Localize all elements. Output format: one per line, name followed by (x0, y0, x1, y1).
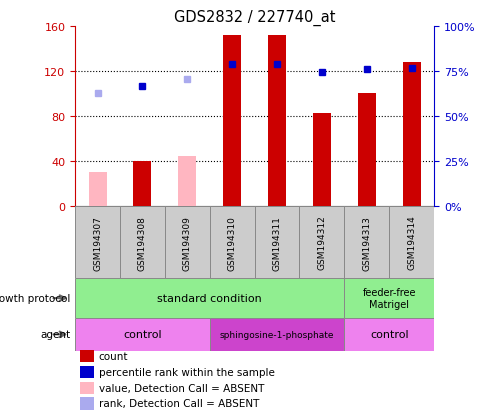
Text: percentile rank within the sample: percentile rank within the sample (98, 367, 274, 377)
Bar (80, 382, 94, 394)
Bar (89, 173, 106, 206)
Bar (357, 94, 375, 206)
Bar (75, 318, 209, 351)
Bar (223, 36, 241, 206)
Bar (388, 206, 433, 279)
Text: growth protocol: growth protocol (0, 293, 70, 304)
Title: GDS2832 / 227740_at: GDS2832 / 227740_at (174, 9, 334, 26)
Text: sphingosine-1-phosphate: sphingosine-1-phosphate (219, 330, 333, 339)
Text: control: control (123, 330, 162, 339)
Text: feeder-free
Matrigel: feeder-free Matrigel (362, 287, 415, 309)
Bar (75, 206, 120, 279)
Bar (254, 206, 299, 279)
Text: GSM194307: GSM194307 (93, 215, 102, 270)
Text: standard condition: standard condition (157, 293, 261, 304)
Bar (209, 206, 254, 279)
Bar (80, 350, 94, 363)
Text: GSM194313: GSM194313 (362, 215, 371, 270)
Bar (120, 206, 165, 279)
Text: control: control (369, 330, 408, 339)
Bar (312, 113, 330, 206)
Bar (402, 63, 420, 206)
Bar (80, 366, 94, 378)
Bar (344, 206, 388, 279)
Text: GSM194312: GSM194312 (317, 215, 326, 270)
Text: GSM194309: GSM194309 (182, 215, 192, 270)
Bar (344, 279, 433, 318)
Bar (133, 161, 151, 206)
Text: GSM194314: GSM194314 (406, 215, 415, 270)
Text: GSM194308: GSM194308 (137, 215, 147, 270)
Text: GSM194310: GSM194310 (227, 215, 236, 270)
Bar (75, 279, 344, 318)
Bar (165, 206, 209, 279)
Bar (299, 206, 344, 279)
Bar (344, 318, 433, 351)
Text: rank, Detection Call = ABSENT: rank, Detection Call = ABSENT (98, 399, 258, 408)
Bar (268, 36, 286, 206)
Text: count: count (98, 351, 128, 361)
Text: value, Detection Call = ABSENT: value, Detection Call = ABSENT (98, 383, 263, 393)
Text: agent: agent (40, 330, 70, 339)
Bar (209, 318, 344, 351)
Bar (178, 157, 196, 206)
Text: GSM194311: GSM194311 (272, 215, 281, 270)
Bar (80, 397, 94, 410)
